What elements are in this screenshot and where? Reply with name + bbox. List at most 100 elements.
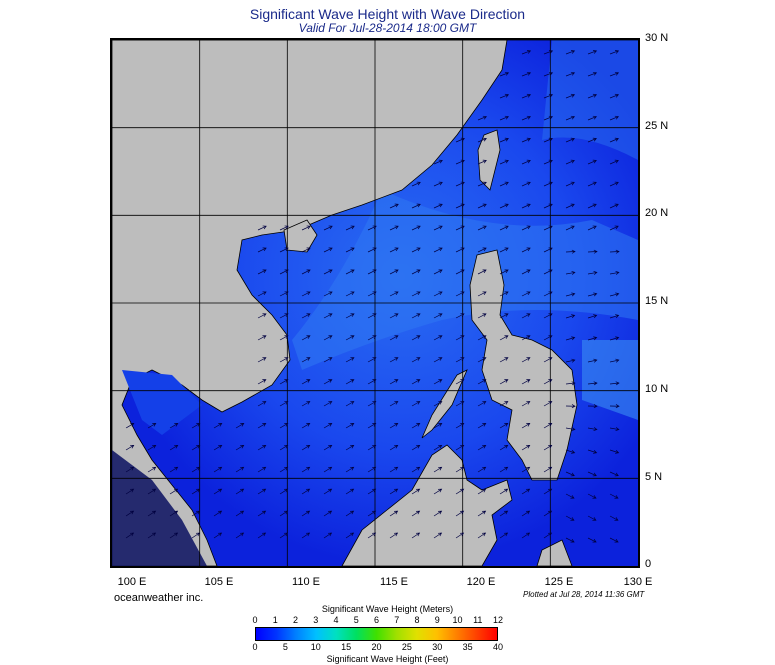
wave-direction-arrow (389, 313, 399, 319)
wave-direction-arrow (367, 335, 377, 341)
wave-direction-arrow (279, 291, 289, 297)
wave-direction-arrow (389, 269, 399, 275)
wave-direction-arrow (235, 532, 245, 539)
wave-direction-arrow (521, 291, 531, 297)
colorbar-feet-tick: 15 (341, 642, 352, 652)
wave-direction-arrow (257, 313, 267, 319)
wave-direction-arrow (565, 336, 576, 341)
wave-direction-arrow (521, 488, 531, 495)
colorbar-feet-tick: 5 (282, 642, 288, 652)
wave-direction-arrow (323, 401, 333, 407)
wave-direction-arrow (521, 401, 531, 407)
colorbar-meters-tick: 1 (272, 615, 278, 625)
wave-direction-arrow (587, 427, 598, 432)
land-mainland (112, 40, 508, 566)
wave-direction-arrow (543, 203, 553, 209)
wave-direction-arrow (367, 269, 377, 275)
wave-direction-arrow (433, 532, 443, 539)
wave-direction-arrow (499, 291, 509, 297)
wave-direction-arrow (565, 249, 576, 254)
wave-direction-arrow (323, 466, 333, 473)
wave-direction-arrow (323, 291, 333, 297)
wave-direction-arrow (147, 510, 157, 517)
wave-direction-arrow (477, 115, 488, 121)
wave-direction-arrow (323, 444, 333, 451)
wave-direction-arrow (455, 269, 465, 275)
wave-direction-arrow (499, 401, 509, 407)
wave-direction-arrow (389, 379, 399, 385)
wave-direction-arrow (279, 247, 289, 253)
wave-direction-arrow (587, 336, 598, 341)
wave-direction-arrow (565, 137, 575, 143)
land-sulawesi (536, 539, 573, 566)
wave-direction-arrow (609, 93, 620, 99)
colorbar-meters-tick: 11 (473, 615, 483, 625)
wave-direction-arrow (499, 159, 509, 165)
wave-direction-arrow (609, 449, 620, 454)
wave-direction-arrow (169, 532, 179, 539)
wave-direction-arrow (279, 357, 289, 363)
wave-direction-arrow (257, 291, 267, 297)
wave-direction-arrow (433, 159, 443, 165)
wave-direction-arrow (279, 401, 289, 407)
wave-direction-arrow (609, 515, 619, 521)
sumatra-shadow (112, 450, 207, 566)
wave-direction-arrow (411, 291, 421, 297)
wave-direction-arrow (279, 532, 289, 539)
wave-direction-arrow (455, 357, 465, 363)
credit-text: oceanweather inc. (114, 592, 204, 604)
colorbar-meters-tick: 4 (333, 615, 339, 625)
wave-direction-arrow (477, 203, 487, 209)
lon-label-110e: 110 E (292, 576, 320, 588)
gulf-of-thailand (122, 370, 202, 435)
wave-direction-arrow (455, 335, 465, 341)
wave-direction-arrow (257, 466, 267, 473)
wave-direction-arrow (455, 203, 465, 209)
wave-direction-arrow (389, 247, 399, 253)
wave-direction-arrow (279, 444, 289, 451)
wave-direction-arrow (367, 379, 377, 385)
wave-direction-arrow (543, 532, 553, 539)
lon-label-125e: 125 E (544, 576, 574, 588)
wave-direction-arrow (565, 270, 576, 275)
wave-direction-arrow (235, 444, 245, 451)
wave-direction-arrow (499, 335, 509, 341)
wave-direction-arrow (609, 427, 620, 432)
wave-direction-arrow (455, 423, 465, 429)
wave-direction-arrow (191, 444, 201, 451)
wave-direction-arrow (477, 357, 487, 363)
wave-direction-arrow (147, 466, 157, 473)
colorbar-meters-tick: 6 (373, 615, 380, 625)
wave-direction-arrow (323, 313, 333, 319)
colorbar (255, 627, 498, 641)
wave-direction-arrow (587, 181, 597, 187)
wave-direction-arrow (279, 313, 289, 319)
wave-direction-arrow (367, 313, 377, 319)
wave-direction-arrow (543, 115, 554, 121)
wave-direction-arrow (389, 532, 399, 539)
wave-direction-arrow (587, 292, 598, 297)
wave-direction-arrow (499, 93, 510, 99)
lat-label-0: 0 (645, 558, 652, 570)
wave-direction-arrow (235, 510, 245, 517)
wave-direction-arrow (521, 137, 531, 143)
wave-direction-arrow (345, 401, 355, 407)
wave-direction-arrow (565, 404, 576, 409)
wave-direction-arrow (345, 423, 355, 429)
wave-direction-arrow (147, 532, 157, 539)
wave-direction-arrow (455, 510, 465, 517)
wave-direction-arrow (367, 488, 377, 495)
wave-direction-arrow (521, 71, 532, 77)
wave-direction-arrow (455, 181, 465, 187)
wave-direction-arrow (257, 532, 267, 539)
wave-direction-arrow (213, 466, 223, 473)
colorbar-meters-tick: 9 (434, 615, 440, 625)
wave-direction-arrow (543, 335, 553, 341)
wave-direction-arrow (301, 444, 311, 451)
wave-direction-arrow (169, 510, 179, 517)
wave-direction-arrow (323, 335, 333, 341)
wave-direction-arrow (301, 247, 311, 253)
wave-direction-arrow (345, 313, 355, 319)
wave-direction-arrow (191, 510, 201, 517)
colorbar-feet-tick: 35 (462, 642, 473, 652)
